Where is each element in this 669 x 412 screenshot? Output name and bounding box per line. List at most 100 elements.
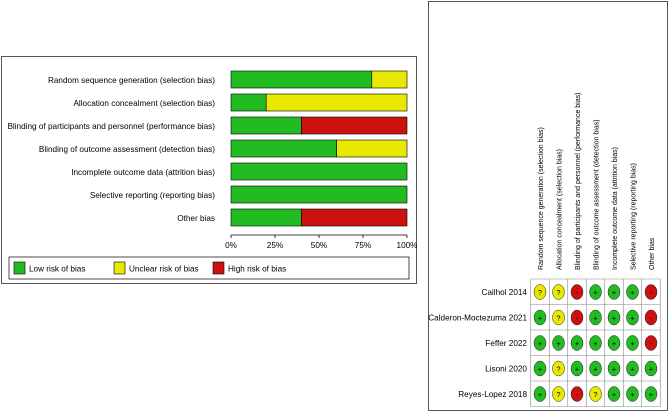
study-label: Calderon-Moctezuma 2021 [428,314,527,323]
judgement-high-circle [644,309,658,326]
judgement-low-circle [589,284,602,300]
judgement-symbol: + [593,364,598,373]
risk-of-bias-graph: Random sequence generation (selection bi… [7,70,417,280]
judgement-symbol: - [576,390,579,399]
judgement-unclear-circle [533,284,547,300]
judgement-low-circle [533,360,547,377]
judgement-symbol: - [650,288,653,297]
judgement-low-circle [589,335,602,351]
judgement-symbol: + [575,339,580,348]
legend-swatch-low [13,261,26,275]
risk-of-bias-graph-panel: Random sequence generation (selection bi… [1,56,417,284]
category-label: Incomplete outcome data (attrition bias) [71,168,215,177]
category-label: Allocation concealment (selection bias) [73,99,215,108]
domain-header: Random sequence generation (selection bi… [538,127,545,270]
judgement-low-circle [607,309,621,326]
judgement-low-circle [626,335,639,351]
judgement-high-circle [644,284,658,300]
legend-label: High risk of bias [228,265,286,274]
judgement-symbol: + [538,364,543,373]
legend-box [8,256,410,280]
domain-header: Incomplete outcome data (attrition bias) [612,147,619,270]
judgement-unclear-circle [552,386,565,402]
bar-segment-high [301,208,408,227]
bar-segment-low [230,70,373,89]
judgement-symbol: + [630,364,635,373]
judgement-unclear-circle [552,284,565,300]
category-label: Blinding of outcome assessment (detectio… [39,145,215,154]
judgement-unclear-circle [589,386,602,402]
judgement-unclear-circle [552,360,565,377]
judgement-low-circle [607,335,621,351]
judgement-low-circle [626,284,639,300]
judgement-symbol: ? [538,288,542,297]
judgement-low-circle [644,386,658,402]
judgement-low-circle [552,335,565,351]
judgement-low-circle [607,360,621,377]
bar-segment-unclear [336,139,408,158]
judgement-low-circle [626,360,639,377]
judgement-symbol: - [576,288,579,297]
judgement-symbol: ? [556,313,560,322]
bar-segment-low [230,139,337,158]
category-label: Other bias [177,214,215,223]
judgement-symbol: + [612,288,617,297]
bar-segment-unclear [371,70,408,89]
judgement-symbol: + [649,364,654,373]
judgement-symbol: + [630,390,635,399]
judgement-low-circle [607,284,621,300]
domain-header: Allocation concealment (selection bias) [557,149,564,270]
study-label: Cailhol 2014 [481,288,527,297]
judgement-symbol: + [612,313,617,322]
x-tick-label: 25% [267,241,283,250]
domain-header: Other bias [649,237,656,270]
judgement-high-circle [644,335,658,351]
judgement-high-circle [570,386,584,402]
judgement-symbol: ? [556,288,560,297]
category-label: Selective reporting (reporting bias) [90,191,215,200]
judgement-low-circle [607,386,621,402]
bar-segment-unclear [265,93,408,112]
judgement-symbol: + [649,390,654,399]
x-tick-label: 75% [355,241,371,250]
study-label: Feffer 2022 [485,339,527,348]
x-tick-label: 50% [311,241,327,250]
category-label: Blinding of participants and personnel (… [7,122,215,131]
study-label: Reyes-Lopez 2018 [458,390,527,399]
judgement-low-circle [626,386,639,402]
bar-segment-low [230,116,302,135]
judgement-symbol: + [593,288,598,297]
judgement-symbol: ? [593,390,597,399]
judgement-high-circle [570,284,584,300]
judgement-low-circle [570,360,584,377]
judgement-symbol: + [556,339,561,348]
judgement-low-circle [533,386,547,402]
domain-header: Blinding of participants and personnel (… [575,93,582,270]
judgement-symbol: + [575,364,580,373]
judgement-symbol: + [593,339,598,348]
judgement-low-circle [589,309,602,326]
judgement-symbol: + [612,339,617,348]
judgement-symbol: ? [556,364,560,373]
judgement-symbol: + [630,313,635,322]
study-label: Lisoni 2020 [485,365,527,374]
bar-segment-low [230,185,408,204]
judgement-symbol: + [630,339,635,348]
judgement-low-circle [626,309,639,326]
judgement-low-circle [533,309,547,326]
category-label: Random sequence generation (selection bi… [48,76,215,85]
bar-segment-low [230,208,302,227]
judgement-symbol: ? [556,390,560,399]
judgement-unclear-circle [552,309,565,326]
judgement-high-circle [570,309,584,326]
bar-segment-low [230,162,408,181]
judgement-low-circle [570,335,584,351]
bar-segment-low [230,93,267,112]
judgement-symbol: + [538,390,543,399]
domain-header: Blinding of outcome assessment (detectio… [594,119,601,270]
judgement-symbol: + [538,339,543,348]
risk-of-bias-summary: Random sequence generation (selection bi… [428,93,661,407]
judgement-symbol: - [576,313,579,322]
judgement-symbol: - [650,313,653,322]
judgement-symbol: - [650,339,653,348]
